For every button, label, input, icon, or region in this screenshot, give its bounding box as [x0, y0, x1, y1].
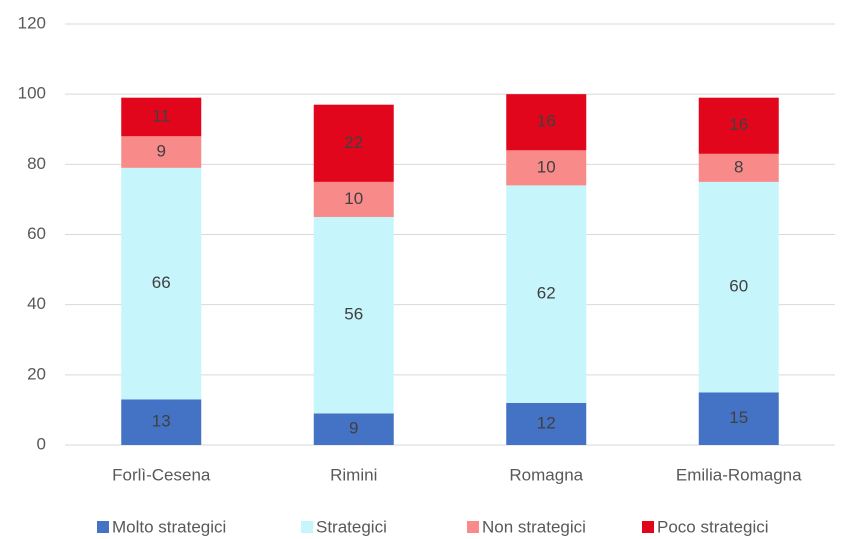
data-label: 12	[537, 413, 556, 432]
y-tick-label: 100	[18, 84, 46, 103]
bar-segment	[698, 181, 779, 393]
data-label: 16	[537, 112, 556, 131]
y-tick-label: 60	[27, 224, 46, 243]
bar-segment	[121, 399, 202, 445]
data-label: 10	[344, 189, 363, 208]
legend-swatch	[97, 521, 109, 533]
data-label: 9	[157, 142, 166, 161]
bar-segment	[506, 94, 587, 151]
data-label: 66	[152, 273, 171, 292]
bar-segment	[698, 153, 779, 182]
x-tick-label: Rimini	[330, 465, 377, 484]
data-label: 10	[537, 157, 556, 176]
bar-segment	[313, 104, 394, 182]
legend-swatch	[467, 521, 479, 533]
data-label: 16	[729, 115, 748, 134]
bar-segment	[313, 413, 394, 445]
legend-label: Non strategici	[482, 517, 586, 536]
y-tick-label: 80	[27, 154, 46, 173]
bar-segment	[506, 185, 587, 403]
bar-segment	[121, 167, 202, 400]
data-label: 13	[152, 412, 171, 431]
x-tick-label: Romagna	[509, 465, 583, 484]
y-tick-label: 120	[18, 13, 46, 32]
bar-segment	[506, 402, 587, 445]
bar-segment	[313, 216, 394, 414]
data-label: 62	[537, 284, 556, 303]
bar-segment	[698, 97, 779, 154]
bar-segment	[698, 392, 779, 445]
x-tick-label: Forlì-Cesena	[112, 465, 211, 484]
legend-label: Strategici	[316, 517, 387, 536]
bar-segment	[313, 181, 394, 217]
y-tick-label: 0	[37, 434, 46, 453]
bar-segment	[506, 150, 587, 186]
legend-swatch	[642, 521, 654, 533]
data-label: 11	[152, 106, 170, 125]
data-label: 8	[734, 157, 743, 176]
legend-label: Poco strategici	[657, 517, 769, 536]
y-tick-label: 20	[27, 364, 46, 383]
y-tick-label: 40	[27, 294, 46, 313]
legend-label: Molto strategici	[112, 517, 226, 536]
x-tick-label: Emilia-Romagna	[676, 465, 802, 484]
legend-swatch	[301, 521, 313, 533]
data-label: 9	[349, 419, 358, 438]
data-label: 60	[729, 277, 748, 296]
data-label: 15	[729, 408, 748, 427]
data-label: 56	[344, 305, 363, 324]
bar-segment	[121, 136, 202, 168]
data-label: 22	[344, 133, 363, 152]
bar-segment	[121, 97, 202, 137]
